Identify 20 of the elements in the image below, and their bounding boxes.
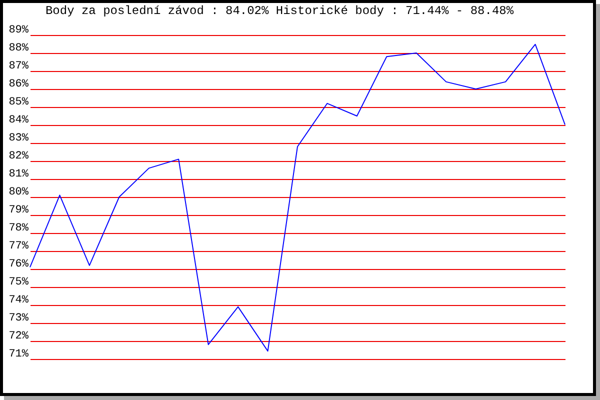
y-tick-label: 73% [8,312,29,324]
y-tick-label: 88% [8,42,29,54]
y-tick-label: 89% [8,24,29,36]
y-tick-label: 82% [8,150,29,162]
y-tick-label: 84% [8,114,29,126]
y-tick-label: 80% [8,186,29,198]
y-tick-label: 81% [8,168,29,180]
y-tick-label: 85% [8,96,29,108]
y-tick-label: 72% [8,330,29,342]
y-tick-label: 76% [8,258,29,270]
y-tick-label: 77% [8,240,29,252]
y-tick-label: 71% [8,348,29,360]
y-tick-label: 78% [8,222,29,234]
y-tick-label: 86% [8,78,29,90]
y-tick-label: 79% [8,204,29,216]
y-tick-label: 75% [8,276,29,288]
chart-title: Body za poslední závod : 84.02% Historické body : 71.44% - 88.48% [45,4,514,18]
y-tick-label: 83% [8,132,29,144]
y-tick-label: 74% [8,294,29,306]
y-tick-label: 87% [8,60,29,72]
